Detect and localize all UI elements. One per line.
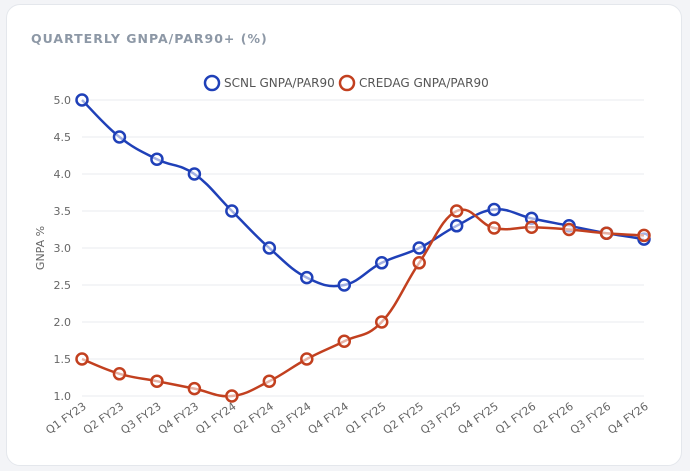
y-tick-label: 3.0	[54, 242, 72, 255]
data-point[interactable]	[524, 220, 539, 235]
legend-item[interactable]: SCNL GNPA/PAR90	[203, 74, 335, 92]
series-layer	[75, 93, 651, 403]
data-point[interactable]	[412, 241, 426, 255]
series-1	[75, 93, 651, 292]
data-point[interactable]	[374, 315, 389, 329]
x-tick-label: Q1 FY24	[193, 400, 238, 437]
x-tick-label: Q2 FY26	[530, 400, 575, 437]
data-point[interactable]	[449, 219, 464, 233]
y-tick-label: 5.0	[54, 94, 72, 107]
x-tick-label: Q4 FY24	[306, 400, 351, 437]
data-point[interactable]	[300, 270, 314, 285]
y-tick-label: 1.5	[54, 353, 72, 366]
data-point[interactable]	[187, 167, 202, 181]
x-tick-label: Q2 FY24	[231, 400, 276, 437]
legend-label: CREDAG GNPA/PAR90	[359, 76, 489, 90]
data-point[interactable]	[374, 256, 389, 270]
x-tick-label: Q1 FY23	[43, 400, 88, 437]
data-point[interactable]	[487, 202, 501, 217]
x-tick-label: Q3 FY25	[418, 400, 463, 437]
x-tick-label: Q2 FY25	[381, 400, 426, 437]
y-tick-label: 1.0	[54, 390, 72, 403]
series-2	[75, 204, 651, 403]
legend-item[interactable]: CREDAG GNPA/PAR90	[338, 74, 489, 92]
y-tick-label: 2.0	[54, 316, 72, 329]
data-point[interactable]	[599, 226, 614, 240]
x-tick-label: Q3 FY26	[568, 400, 613, 437]
data-point[interactable]	[412, 256, 426, 270]
chart-card-title: QUARTERLY GNPA/PAR90+ (%)	[31, 31, 268, 46]
y-tick-label: 4.5	[54, 131, 72, 144]
data-point[interactable]	[337, 278, 352, 292]
grid-lines	[82, 99, 644, 397]
data-point[interactable]	[150, 152, 164, 166]
legend-marker	[203, 74, 221, 92]
data-point[interactable]	[112, 130, 127, 144]
data-point[interactable]	[75, 93, 89, 107]
x-tick-label: Q1 FY25	[343, 400, 388, 437]
y-axis-ticks: 1.0 1.5 2.0 2.5 3.0 3.5 4.0 4.5 5.0	[54, 94, 72, 403]
data-point[interactable]	[300, 352, 314, 366]
x-tick-label: Q4 FY26	[605, 400, 650, 437]
y-axis-title: GNPA %	[34, 226, 47, 270]
data-point[interactable]	[262, 241, 277, 255]
data-point[interactable]	[225, 389, 239, 403]
legend[interactable]: SCNL GNPA/PAR90 CREDAG GNPA/PAR90	[203, 74, 489, 92]
series-line	[81, 99, 645, 288]
data-point[interactable]	[449, 204, 464, 218]
data-point[interactable]	[262, 374, 277, 388]
series-line	[81, 208, 645, 398]
data-point[interactable]	[337, 334, 352, 348]
legend-marker	[338, 74, 356, 92]
data-point[interactable]	[150, 374, 164, 388]
x-tick-label: Q3 FY24	[268, 400, 313, 437]
data-point[interactable]	[562, 222, 576, 237]
data-point[interactable]	[75, 352, 89, 366]
data-point[interactable]	[187, 381, 202, 396]
y-tick-label: 3.5	[54, 205, 72, 218]
y-tick-label: 2.5	[54, 279, 72, 292]
x-tick-label: Q1 FY26	[493, 400, 538, 437]
data-point[interactable]	[487, 221, 501, 235]
legend-label: SCNL GNPA/PAR90	[224, 76, 335, 90]
x-tick-label: Q4 FY25	[456, 400, 501, 437]
x-tick-label: Q3 FY23	[118, 400, 163, 437]
x-tick-label: Q4 FY23	[156, 400, 201, 437]
x-tick-label: Q2 FY23	[81, 400, 126, 437]
data-point[interactable]	[637, 228, 651, 243]
data-point[interactable]	[225, 204, 239, 218]
data-point[interactable]	[112, 367, 127, 381]
y-tick-label: 4.0	[54, 168, 72, 181]
